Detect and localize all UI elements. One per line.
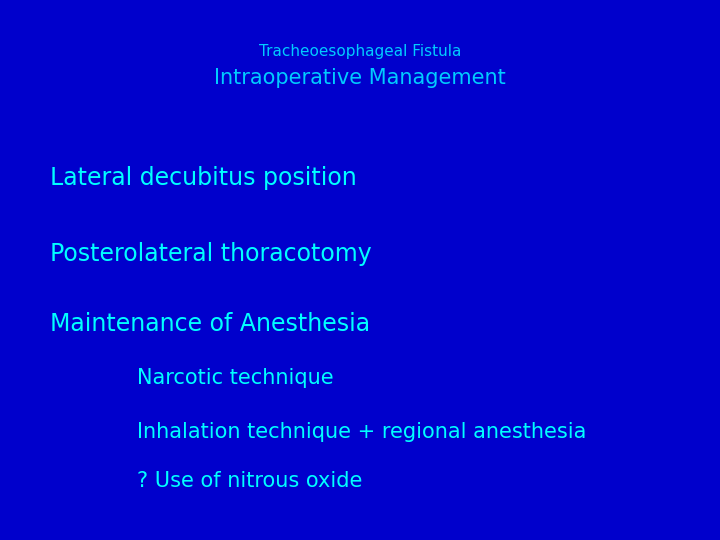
Text: Narcotic technique: Narcotic technique bbox=[137, 368, 333, 388]
Text: Posterolateral thoracotomy: Posterolateral thoracotomy bbox=[50, 242, 372, 266]
Text: Maintenance of Anesthesia: Maintenance of Anesthesia bbox=[50, 312, 371, 336]
Text: Intraoperative Management: Intraoperative Management bbox=[214, 68, 506, 89]
Text: Tracheoesophageal Fistula: Tracheoesophageal Fistula bbox=[258, 44, 462, 59]
Text: Lateral decubitus position: Lateral decubitus position bbox=[50, 166, 357, 190]
Text: ? Use of nitrous oxide: ? Use of nitrous oxide bbox=[137, 470, 362, 491]
Text: Inhalation technique + regional anesthesia: Inhalation technique + regional anesthes… bbox=[137, 422, 586, 442]
